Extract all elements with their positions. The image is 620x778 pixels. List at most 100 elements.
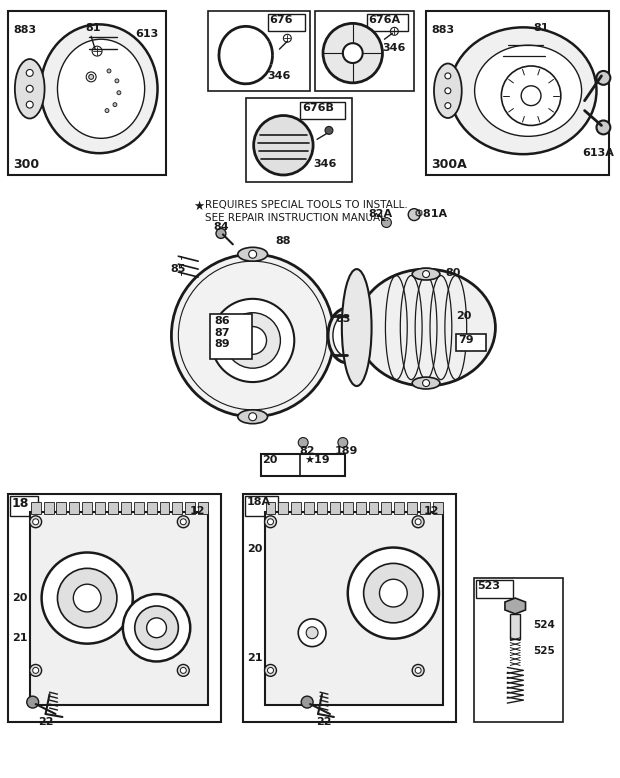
- Bar: [8, 494, 221, 722]
- Ellipse shape: [41, 24, 157, 153]
- Bar: [31, 502, 41, 513]
- Circle shape: [338, 437, 348, 447]
- Ellipse shape: [412, 377, 440, 389]
- Text: 676B: 676B: [302, 103, 334, 113]
- Text: 676A: 676A: [368, 16, 401, 26]
- Circle shape: [89, 75, 94, 79]
- Text: 88: 88: [275, 237, 291, 247]
- Circle shape: [379, 580, 407, 607]
- Text: 346: 346: [383, 44, 406, 53]
- Text: 300: 300: [13, 158, 39, 171]
- Bar: [69, 502, 79, 513]
- Bar: [420, 502, 430, 513]
- Circle shape: [117, 91, 121, 95]
- Ellipse shape: [15, 59, 45, 118]
- Text: 81: 81: [85, 23, 100, 33]
- Ellipse shape: [238, 247, 267, 261]
- Bar: [407, 502, 417, 513]
- Text: 883: 883: [431, 26, 454, 35]
- Circle shape: [348, 548, 439, 639]
- Circle shape: [135, 606, 179, 650]
- Text: 525: 525: [533, 646, 555, 656]
- Circle shape: [58, 569, 117, 628]
- Circle shape: [107, 69, 111, 73]
- Bar: [147, 502, 157, 513]
- Circle shape: [412, 664, 424, 676]
- Circle shape: [364, 563, 423, 623]
- Text: 83: 83: [335, 314, 350, 324]
- Circle shape: [33, 519, 38, 524]
- Bar: [265, 512, 443, 705]
- Circle shape: [180, 519, 186, 524]
- Text: REQUIRES SPECIAL TOOLS TO INSTALL.: REQUIRES SPECIAL TOOLS TO INSTALL.: [205, 200, 408, 210]
- Text: 20: 20: [12, 593, 27, 603]
- Bar: [8, 12, 166, 175]
- Circle shape: [415, 519, 421, 524]
- Bar: [245, 496, 278, 516]
- Bar: [476, 580, 513, 598]
- Circle shape: [298, 619, 326, 647]
- Bar: [394, 502, 404, 513]
- Text: 22: 22: [38, 717, 53, 727]
- Circle shape: [445, 103, 451, 109]
- Bar: [368, 502, 378, 513]
- Text: 300A: 300A: [431, 158, 467, 171]
- Circle shape: [105, 109, 109, 113]
- Circle shape: [180, 668, 186, 674]
- Bar: [265, 502, 275, 513]
- Bar: [30, 512, 208, 705]
- Circle shape: [306, 627, 318, 639]
- Text: 676: 676: [270, 16, 293, 26]
- Bar: [159, 502, 169, 513]
- Circle shape: [27, 696, 38, 708]
- Bar: [426, 12, 609, 175]
- Bar: [172, 502, 182, 513]
- Circle shape: [216, 229, 226, 238]
- Circle shape: [445, 73, 451, 79]
- Bar: [330, 502, 340, 513]
- Circle shape: [521, 86, 541, 106]
- Text: 20: 20: [247, 544, 262, 553]
- Circle shape: [423, 380, 430, 387]
- Bar: [43, 502, 53, 513]
- Text: 613A: 613A: [583, 149, 614, 158]
- Ellipse shape: [58, 39, 144, 138]
- Circle shape: [343, 44, 363, 63]
- Circle shape: [249, 413, 257, 421]
- Ellipse shape: [450, 27, 596, 154]
- Text: ⚙81A: ⚙81A: [414, 209, 448, 219]
- Text: 613: 613: [135, 30, 158, 40]
- Circle shape: [408, 209, 420, 220]
- Bar: [10, 496, 38, 516]
- Text: 20: 20: [456, 310, 471, 321]
- Bar: [356, 502, 366, 513]
- Text: 21: 21: [247, 653, 262, 663]
- Text: 81: 81: [533, 23, 549, 33]
- Circle shape: [301, 696, 313, 708]
- Circle shape: [33, 668, 38, 674]
- Text: 22: 22: [316, 717, 332, 727]
- Ellipse shape: [474, 45, 582, 136]
- Text: 12: 12: [424, 506, 440, 516]
- Bar: [317, 502, 327, 513]
- Bar: [121, 502, 131, 513]
- Circle shape: [249, 251, 257, 258]
- Circle shape: [323, 23, 383, 82]
- Circle shape: [298, 437, 308, 447]
- Circle shape: [415, 668, 421, 674]
- Circle shape: [211, 299, 294, 382]
- Ellipse shape: [342, 269, 371, 386]
- Circle shape: [177, 516, 189, 527]
- Text: 18: 18: [12, 497, 29, 510]
- Text: 12: 12: [189, 506, 205, 516]
- Circle shape: [26, 86, 33, 93]
- Text: 84: 84: [213, 222, 229, 232]
- Circle shape: [265, 516, 277, 527]
- Bar: [243, 494, 456, 722]
- Circle shape: [30, 664, 42, 676]
- Circle shape: [423, 271, 430, 278]
- Bar: [291, 502, 301, 513]
- Text: 883: 883: [13, 26, 36, 35]
- Text: 79: 79: [458, 335, 474, 345]
- Circle shape: [225, 313, 280, 368]
